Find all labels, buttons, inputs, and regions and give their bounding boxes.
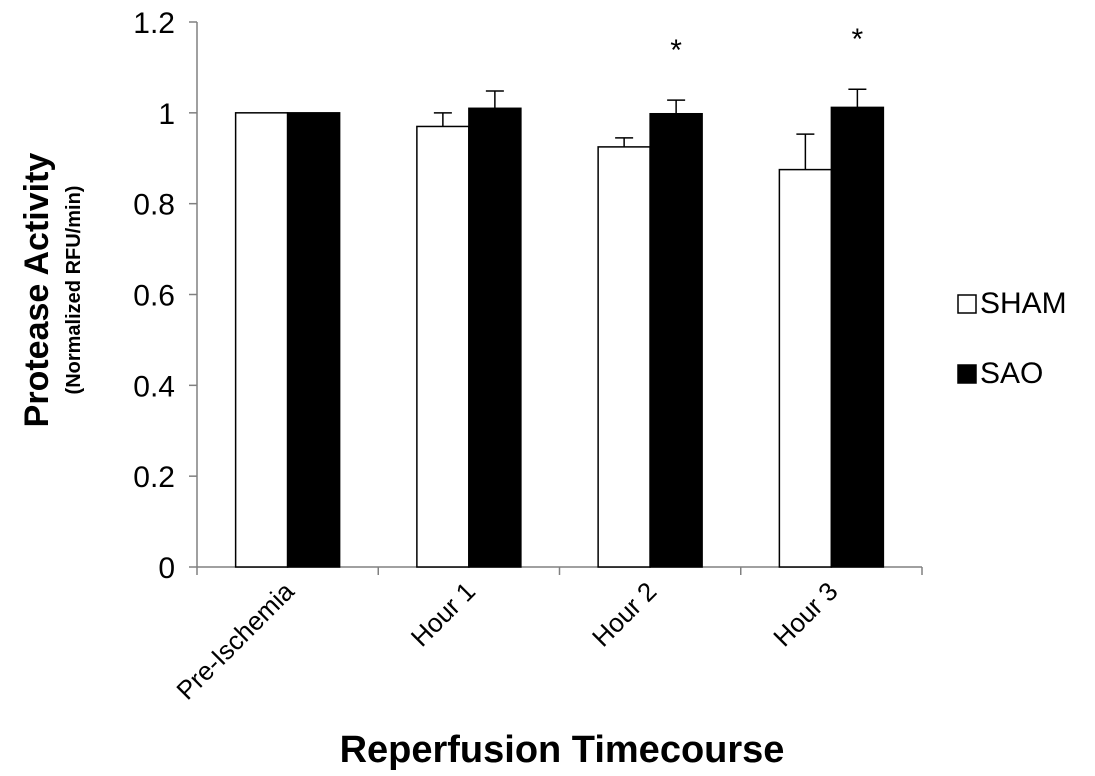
legend-label-sham: SHAM [980, 287, 1067, 320]
bars: * * [234, 23, 885, 568]
bar-sham [597, 146, 651, 568]
y-tick-label: 1.2 [133, 7, 175, 40]
legend-label-sao: SAO [980, 357, 1043, 390]
y-tick-label: 0.6 [133, 280, 175, 313]
category-labels: Pre-Ischemia Hour 1 Hour 2 Hour 3 [170, 576, 843, 706]
legend-swatch-sham [957, 294, 977, 314]
y-axis-sublabel: (Normalized RFU/min) [63, 186, 85, 395]
category-label: Hour 3 [767, 576, 843, 652]
category-label: Pre-Ischemia [170, 576, 300, 706]
legend: SHAM SAO [957, 287, 1067, 390]
bar-sham [778, 168, 833, 568]
bar-sham [234, 112, 289, 568]
y-axis-title: Protease Activity (Normalized RFU/min) [18, 153, 85, 428]
legend-swatch-sao [957, 364, 977, 384]
axes: 0 0.2 0.4 0.6 0.8 1 1.2 [133, 7, 923, 585]
y-tick-label: 0.8 [133, 189, 175, 222]
significance-marker: * [670, 34, 682, 67]
significance-marker: * [852, 23, 864, 56]
x-axis-label: Reperfusion Timecourse [340, 729, 785, 771]
y-tick-label: 0 [158, 552, 175, 585]
bar-sao [286, 112, 341, 568]
bar-sao [468, 107, 522, 568]
bar-sao [649, 112, 703, 568]
y-tick-label: 0.4 [133, 370, 175, 403]
category-label: Hour 2 [586, 576, 662, 652]
bar-sham [416, 125, 470, 568]
bar-sao [830, 106, 885, 568]
y-tick-label: 1 [158, 98, 175, 131]
category-label: Hour 1 [405, 576, 481, 652]
y-tick-label: 0.2 [133, 461, 175, 494]
y-axis-label: Protease Activity [18, 153, 56, 428]
